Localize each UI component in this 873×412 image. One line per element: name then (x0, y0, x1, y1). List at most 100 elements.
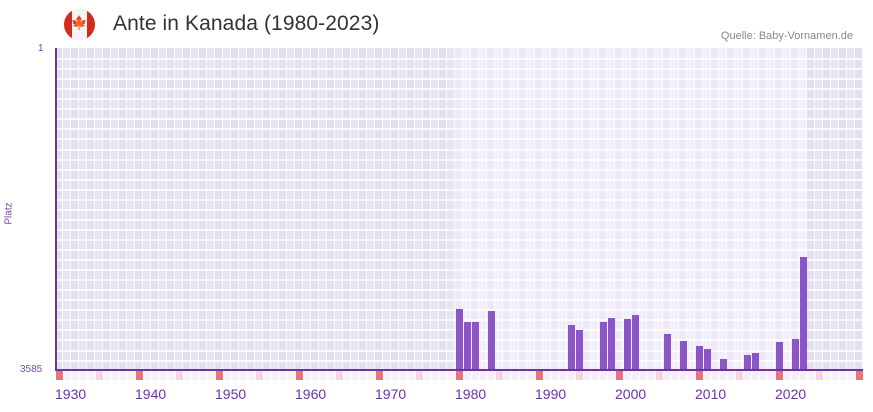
bar-1980[interactable] (456, 308, 463, 370)
year-marker (488, 371, 495, 380)
year-marker (776, 371, 783, 380)
year-marker (616, 371, 623, 380)
year-marker (312, 371, 319, 380)
year-marker (216, 371, 223, 380)
year-marker (680, 371, 687, 380)
year-marker (648, 371, 655, 380)
x-tick-1960: 1960 (295, 386, 327, 402)
year-marker (584, 371, 591, 380)
year-marker (528, 371, 535, 380)
grid-row-line (55, 168, 863, 171)
year-marker (592, 371, 599, 380)
year-marker (416, 371, 423, 380)
grid-row-line (55, 68, 863, 71)
year-marker (368, 371, 375, 380)
year-marker (720, 371, 727, 380)
bar-1984[interactable] (488, 310, 495, 370)
year-marker (808, 371, 815, 380)
year-marker (560, 371, 567, 380)
year-marker (520, 371, 527, 380)
year-marker (264, 371, 271, 380)
grid-row-line (55, 279, 863, 282)
year-marker (824, 371, 831, 380)
year-marker (480, 371, 487, 380)
y-axis-title: Platz (3, 202, 15, 225)
canada-flag-icon: 🍁 (64, 9, 95, 40)
bar-2010[interactable] (696, 346, 703, 370)
year-marker (200, 371, 207, 380)
grid-row-line (55, 138, 863, 141)
y-axis-line (55, 48, 57, 371)
year-marker (664, 371, 671, 380)
year-marker (424, 371, 431, 380)
year-marker (176, 371, 183, 380)
x-tick-1930: 1930 (55, 386, 87, 402)
year-marker (848, 371, 855, 380)
flag-red-left (64, 9, 72, 40)
bar-2002[interactable] (632, 315, 639, 370)
year-marker (320, 371, 327, 380)
bar-2016[interactable] (744, 354, 751, 370)
year-marker (192, 371, 199, 380)
x-axis-line (55, 369, 863, 371)
year-marker (832, 371, 839, 380)
year-marker (512, 371, 519, 380)
year-marker (840, 371, 847, 380)
bar-1981[interactable] (464, 321, 471, 370)
year-marker (288, 371, 295, 380)
year-marker (152, 371, 159, 380)
year-marker (160, 371, 167, 380)
year-marker (304, 371, 311, 380)
year-marker (784, 371, 791, 380)
year-marker (72, 371, 79, 380)
x-tick-1980: 1980 (455, 386, 487, 402)
bar-1999[interactable] (608, 317, 615, 370)
year-marker (136, 371, 143, 380)
year-marker (336, 371, 343, 380)
x-tick-2020: 2020 (775, 386, 807, 402)
year-marker (544, 371, 551, 380)
bar-1994[interactable] (568, 324, 575, 370)
bar-2017[interactable] (752, 353, 759, 370)
year-marker (400, 371, 407, 380)
x-tick-1990: 1990 (535, 386, 567, 402)
bar-2022[interactable] (792, 339, 799, 370)
bar-2023[interactable] (800, 256, 807, 370)
year-marker (328, 371, 335, 380)
bar-1998[interactable] (600, 321, 607, 370)
year-marker (440, 371, 447, 380)
year-marker (240, 371, 247, 380)
x-tick-2010: 2010 (695, 386, 727, 402)
y-tick-top: 1 (38, 43, 44, 54)
year-marker (760, 371, 767, 380)
grid-row-line (55, 188, 863, 191)
bar-1995[interactable] (576, 330, 583, 370)
year-marker (632, 371, 639, 380)
grid-row-line (55, 118, 863, 121)
year-marker (296, 371, 303, 380)
year-marker (640, 371, 647, 380)
year-marker (656, 371, 663, 380)
x-tick-1950: 1950 (215, 386, 247, 402)
source-link[interactable]: Quelle: Baby-Vornamen.de (720, 30, 853, 42)
year-marker (112, 371, 119, 380)
bar-1982[interactable] (472, 321, 479, 370)
bar-2006[interactable] (664, 333, 671, 370)
grid-row-line (55, 98, 863, 101)
grid-row-line (55, 299, 863, 302)
grid-row-line (55, 218, 863, 221)
year-marker (64, 371, 71, 380)
bar-2020[interactable] (776, 341, 783, 370)
grid-row-line (55, 228, 863, 231)
year-marker (432, 371, 439, 380)
bar-2001[interactable] (624, 318, 631, 370)
bar-2008[interactable] (680, 340, 687, 370)
x-tick-1970: 1970 (375, 386, 407, 402)
bar-2013[interactable] (720, 359, 727, 370)
year-marker (144, 371, 151, 380)
bar-2011[interactable] (704, 348, 711, 370)
maple-leaf-icon: 🍁 (71, 16, 88, 31)
year-marker (816, 371, 823, 380)
year-marker (496, 371, 503, 380)
grid-row-line (55, 148, 863, 151)
